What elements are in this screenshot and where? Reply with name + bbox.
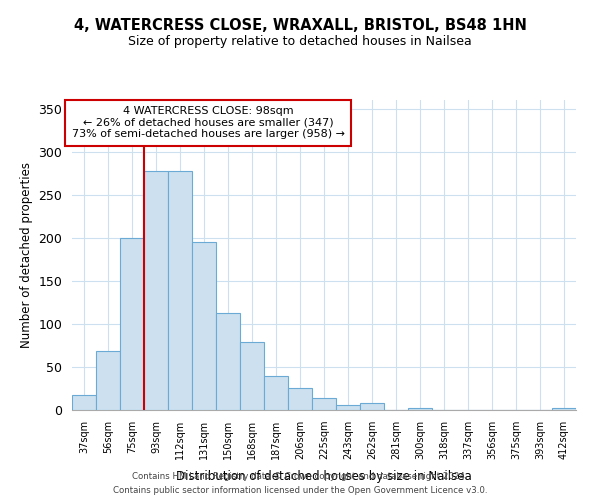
Bar: [168, 170, 192, 410]
Text: 4 WATERCRESS CLOSE: 98sqm
← 26% of detached houses are smaller (347)
73% of semi: 4 WATERCRESS CLOSE: 98sqm ← 26% of detac…: [71, 106, 344, 140]
Bar: [72, 394, 96, 410]
Y-axis label: Number of detached properties: Number of detached properties: [20, 162, 33, 348]
Bar: [360, 403, 384, 410]
Bar: [240, 342, 264, 410]
X-axis label: Distribution of detached houses by size in Nailsea: Distribution of detached houses by size …: [176, 470, 472, 484]
Bar: [552, 408, 576, 410]
Bar: [288, 388, 312, 410]
Bar: [408, 408, 432, 410]
Bar: [96, 352, 120, 410]
Bar: [144, 170, 168, 410]
Text: 4, WATERCRESS CLOSE, WRAXALL, BRISTOL, BS48 1HN: 4, WATERCRESS CLOSE, WRAXALL, BRISTOL, B…: [74, 18, 526, 32]
Text: Size of property relative to detached houses in Nailsea: Size of property relative to detached ho…: [128, 35, 472, 48]
Bar: [312, 398, 336, 410]
Text: Contains HM Land Registry data © Crown copyright and database right 2024.: Contains HM Land Registry data © Crown c…: [132, 472, 468, 481]
Bar: [336, 405, 360, 410]
Bar: [192, 242, 216, 410]
Bar: [120, 238, 144, 410]
Text: Contains public sector information licensed under the Open Government Licence v3: Contains public sector information licen…: [113, 486, 487, 495]
Bar: [264, 376, 288, 410]
Bar: [216, 312, 240, 410]
